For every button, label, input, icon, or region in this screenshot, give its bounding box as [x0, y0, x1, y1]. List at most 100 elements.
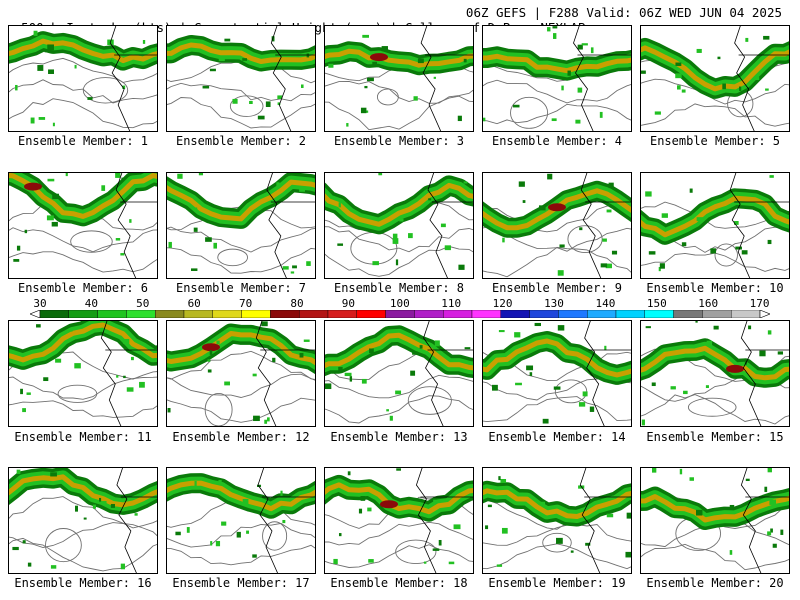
- isotach-speckle: [337, 243, 344, 246]
- isotach-speckle: [659, 263, 665, 269]
- height-contour: [482, 79, 632, 104]
- colorbar-swatch: [356, 310, 386, 318]
- isotach-band-core: [166, 42, 316, 64]
- isotach-speckle: [215, 540, 221, 547]
- isotach-speckle: [347, 471, 351, 476]
- isotach-speckle: [364, 85, 368, 89]
- isotach-speckle: [419, 345, 423, 349]
- colorbar-swatch: [615, 310, 645, 318]
- isotach-speckle: [604, 345, 607, 351]
- closed-contour: [204, 392, 233, 427]
- height-contour: [324, 95, 474, 131]
- isotach-speckle: [767, 330, 772, 335]
- map-frame: [8, 172, 158, 279]
- isotach-speckle: [378, 172, 383, 176]
- isotach-speckle: [675, 62, 682, 66]
- isotach-speckle: [526, 365, 534, 371]
- isotach-speckle: [457, 115, 462, 122]
- height-contour: [482, 396, 632, 423]
- colorbar-left-arrow: [30, 310, 41, 318]
- isotach-speckle: [123, 338, 130, 344]
- isotach-speckle: [300, 84, 304, 88]
- isotach-speckle: [553, 33, 557, 39]
- isotach-band-core: [8, 474, 158, 508]
- jet-max: [380, 500, 398, 509]
- isotach-speckle: [207, 359, 211, 362]
- isotach-speckle: [194, 480, 197, 487]
- isotach-band-core: [640, 494, 790, 523]
- isotach-speckle: [338, 202, 341, 208]
- isotach-speckle: [412, 351, 418, 355]
- colorbar-swatch: [500, 310, 530, 318]
- isotach-speckle: [677, 85, 681, 90]
- isotach-speckle: [191, 207, 198, 210]
- member-map-canvas: [8, 467, 158, 574]
- isotach-speckle: [769, 499, 777, 505]
- isotach-speckle: [772, 543, 777, 548]
- coastline: [584, 320, 606, 427]
- isotach-speckle: [492, 384, 498, 391]
- isotach-speckle: [26, 392, 31, 395]
- isotach-speckle: [277, 102, 281, 106]
- map-frame: [482, 172, 632, 279]
- map-frame: [8, 320, 158, 427]
- isotach-band-core: [482, 338, 632, 378]
- member-caption: Ensemble Member: 13: [330, 430, 468, 444]
- isotach-speckle: [48, 69, 55, 74]
- isotach-speckle: [661, 213, 668, 218]
- isotach-band-core: [8, 322, 158, 363]
- isotach-speckle: [361, 378, 367, 384]
- isotach-speckle: [765, 88, 769, 91]
- isotach-speckle: [605, 263, 612, 269]
- isotach-speckle: [24, 229, 28, 234]
- colorbar-swatch: [212, 310, 242, 318]
- isotach-speckle: [651, 382, 656, 387]
- isotach-speckle: [16, 245, 21, 251]
- height-contour: [166, 522, 316, 548]
- isotach-speckle: [589, 406, 595, 412]
- isotach-speckle: [16, 469, 21, 474]
- isotach-speckle: [679, 468, 683, 475]
- jet-max: [202, 343, 220, 352]
- isotach-speckle: [710, 248, 717, 254]
- colorbar-swatch: [299, 310, 329, 318]
- isotach-speckle: [496, 564, 503, 567]
- isotach-speckle: [648, 251, 656, 255]
- isotach-speckle: [432, 548, 440, 551]
- colorbar-swatch: [327, 310, 357, 318]
- isotach-speckle: [242, 498, 249, 504]
- isotach-speckle: [641, 419, 645, 426]
- colorbar-swatch: [183, 310, 213, 318]
- colorbar-swatch: [702, 310, 732, 318]
- height-contour: [640, 543, 790, 571]
- map-frame: [8, 467, 158, 574]
- map-frame: [482, 320, 632, 427]
- isotach-band-core: [640, 195, 790, 238]
- isotach-speckle: [717, 56, 721, 60]
- isotach-speckle: [600, 263, 608, 268]
- isotach-speckle: [344, 372, 352, 377]
- closed-contour: [229, 95, 264, 117]
- map-frame: [166, 320, 316, 427]
- coastline: [423, 320, 444, 427]
- colorbar-swatch: [68, 310, 98, 318]
- member-caption: Ensemble Member: 15: [646, 430, 784, 444]
- isotach-speckle: [261, 321, 268, 327]
- isotach-speckle: [252, 554, 257, 558]
- isotach-band-core: [640, 345, 790, 381]
- height-contour: [166, 397, 316, 423]
- isotach-speckle: [741, 250, 748, 255]
- height-contour: [324, 395, 474, 424]
- isotach-speckle: [695, 320, 698, 323]
- coastline: [415, 467, 437, 574]
- member-map-canvas: [166, 25, 316, 132]
- isotach-speckle: [769, 175, 774, 178]
- isotach-speckle: [606, 209, 612, 213]
- closed-contour: [262, 521, 288, 551]
- isotach-speckle: [501, 527, 508, 534]
- map-frame: [640, 467, 790, 574]
- height-contour: [8, 98, 158, 129]
- isotach-speckle: [368, 559, 374, 563]
- isotach-speckle: [22, 408, 26, 413]
- isotach-speckle: [92, 504, 96, 509]
